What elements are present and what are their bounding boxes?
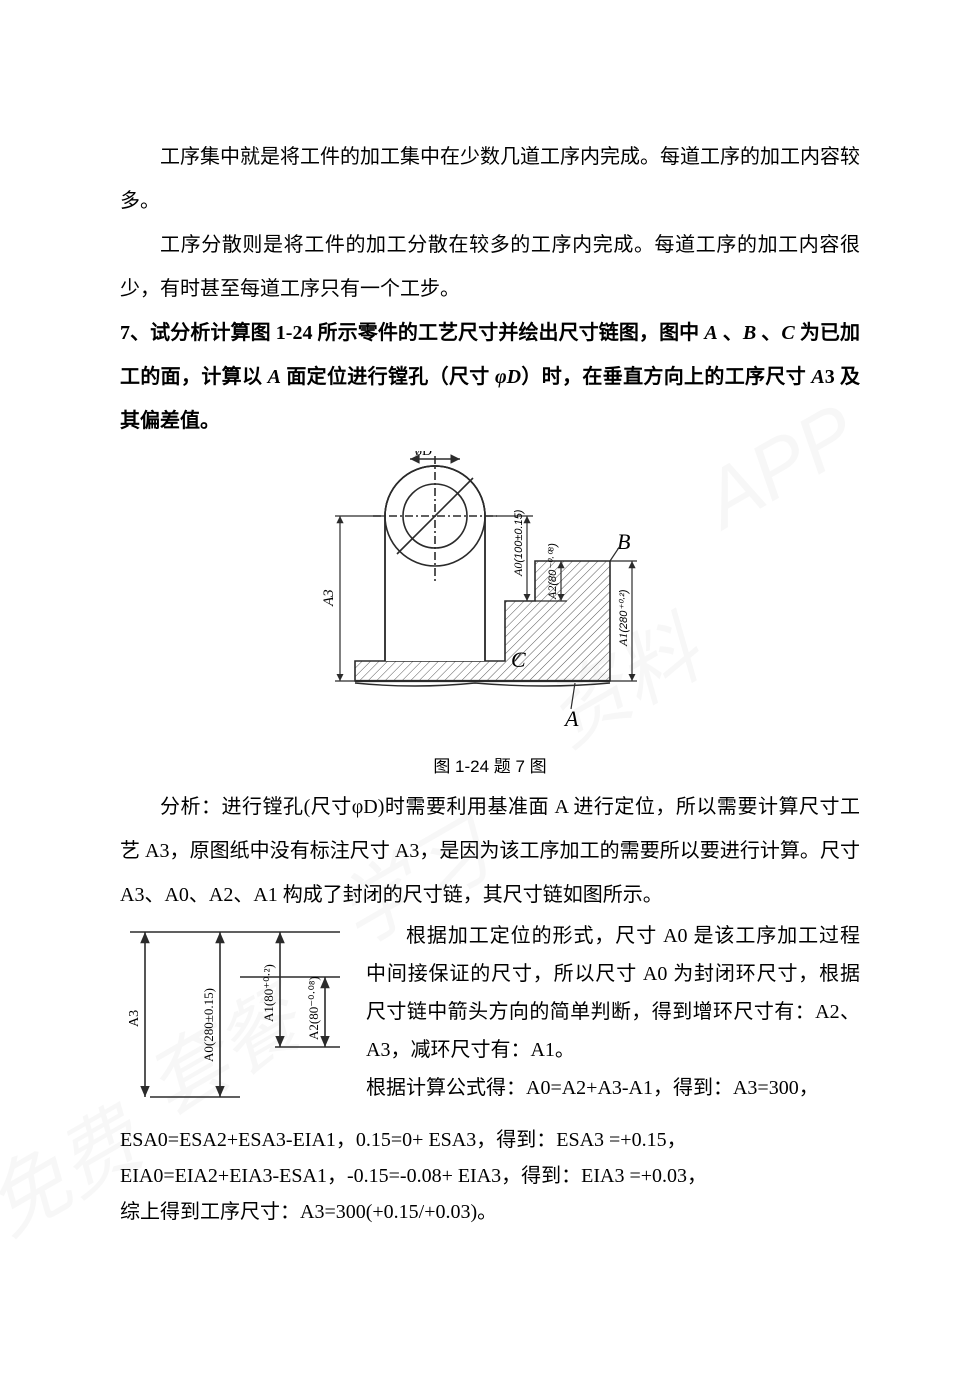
paragraph-1: 工序集中就是将工件的加工集中在少数几道工序内完成。每道工序的加工内容较多。 [120, 135, 860, 223]
q7-text: 7、试分析计算图 1-24 所示零件的工艺尺寸并绘出尺寸链图，图中 [120, 322, 704, 344]
chain-A3: A3 [127, 1010, 142, 1027]
label-B: B [617, 529, 630, 554]
label-C: C [511, 647, 526, 672]
figure-1-24: øD B C A A3 A0(100±0.15) [120, 451, 860, 777]
var-phiD: φD [495, 366, 521, 388]
dim-A0: A0(100±0.15) [511, 509, 525, 577]
document-content: 工序集中就是将工件的加工集中在少数几道工序内完成。每道工序的加工内容较多。 工序… [120, 135, 860, 1230]
analysis-paragraph: 分析：进行镗孔(尺寸φD)时需要利用基准面 A 进行定位，所以需要计算尺寸工艺 … [120, 785, 860, 917]
label-A: A [563, 706, 579, 731]
var-B: B [743, 322, 756, 344]
q7-mid3: ）时，在垂直方向上的工序尺寸 [521, 366, 811, 388]
analysis-block: A3 A0(280±0.15) A1(80⁺⁰·²) A2(80⁻⁰·⁰⁸) 根… [120, 917, 860, 1122]
question-7: 7、试分析计算图 1-24 所示零件的工艺尺寸并绘出尺寸链图，图中 A 、B 、… [120, 311, 860, 443]
right-p1: 根据加工定位的形式，尺寸 A0 是该工序加工过程中间接保证的尺寸，所以尺寸 A0… [366, 917, 860, 1069]
var-C: C [781, 322, 794, 344]
calc-line-2: EIA0=EIA2+EIA3-ESA1，-0.15=-0.08+ EIA3，得到… [120, 1158, 860, 1194]
var-A: A [811, 366, 824, 388]
dim-A2: A2(80⁻⁰·⁰⁸) [545, 543, 559, 600]
chain-A2: A2(80⁻⁰·⁰⁸) [306, 976, 321, 1040]
chain-A1: A1(80⁺⁰·²) [261, 964, 276, 1022]
var-A: A [704, 322, 717, 344]
var-A: A [268, 366, 281, 388]
label-phiD: øD [415, 451, 432, 459]
figure-caption: 图 1-24 题 7 图 [120, 752, 860, 777]
right-p2: 根据计算公式得：A0=A2+A3-A1，得到：A3=300， [366, 1069, 860, 1107]
calc-line-1: ESA0=ESA2+ESA3-EIA1，0.15=0+ ESA3，得到：ESA3… [120, 1122, 860, 1158]
dimension-chain-diagram: A3 A0(280±0.15) A1(80⁺⁰·²) A2(80⁻⁰·⁰⁸) [120, 917, 350, 1122]
q7-mid2: 面定位进行镗孔（尺寸 [281, 366, 495, 388]
calc-line-3: 综上得到工序尺寸：A3=300(+0.15/+0.03)。 [120, 1194, 860, 1230]
dim-A3: A3 [321, 589, 337, 607]
sep: 、 [718, 322, 743, 344]
analysis-right-text: 根据加工定位的形式，尺寸 A0 是该工序加工过程中间接保证的尺寸，所以尺寸 A0… [366, 917, 860, 1107]
sep: 、 [756, 322, 781, 344]
chain-A0: A0(280±0.15) [201, 988, 216, 1062]
dim-A1: A1(280⁺⁰·²) [616, 589, 630, 647]
paragraph-2: 工序分散则是将工件的加工分散在较多的工序内完成。每道工序的加工内容很少，有时甚至… [120, 223, 860, 311]
engineering-drawing: øD B C A A3 A0(100±0.15) [275, 451, 705, 741]
